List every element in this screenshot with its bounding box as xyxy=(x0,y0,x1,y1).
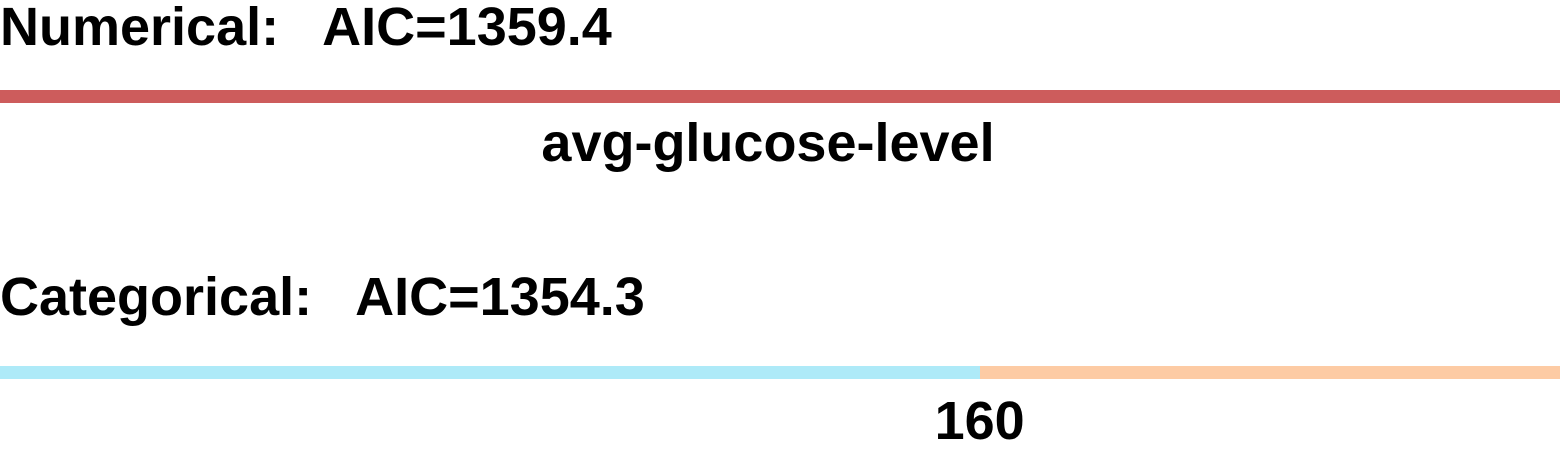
numerical-aic: AIC=1359.4 xyxy=(322,0,612,57)
cut-value-label: 160 xyxy=(934,391,1025,451)
feature-label: avg-glucose-level xyxy=(541,113,995,173)
numerical-heading: Numerical: AIC=1359.4 xyxy=(0,0,612,54)
numerical-bar xyxy=(0,90,1560,103)
categorical-segment-below-cut xyxy=(0,366,980,379)
categorical-heading: Categorical: AIC=1354.3 xyxy=(0,270,645,324)
categorical-bar xyxy=(0,366,1560,379)
categorical-aic: AIC=1354.3 xyxy=(355,267,645,327)
categorical-segment-above-cut xyxy=(979,366,1560,379)
numerical-label: Numerical: xyxy=(0,0,280,57)
categorical-label: Categorical: xyxy=(0,267,313,327)
